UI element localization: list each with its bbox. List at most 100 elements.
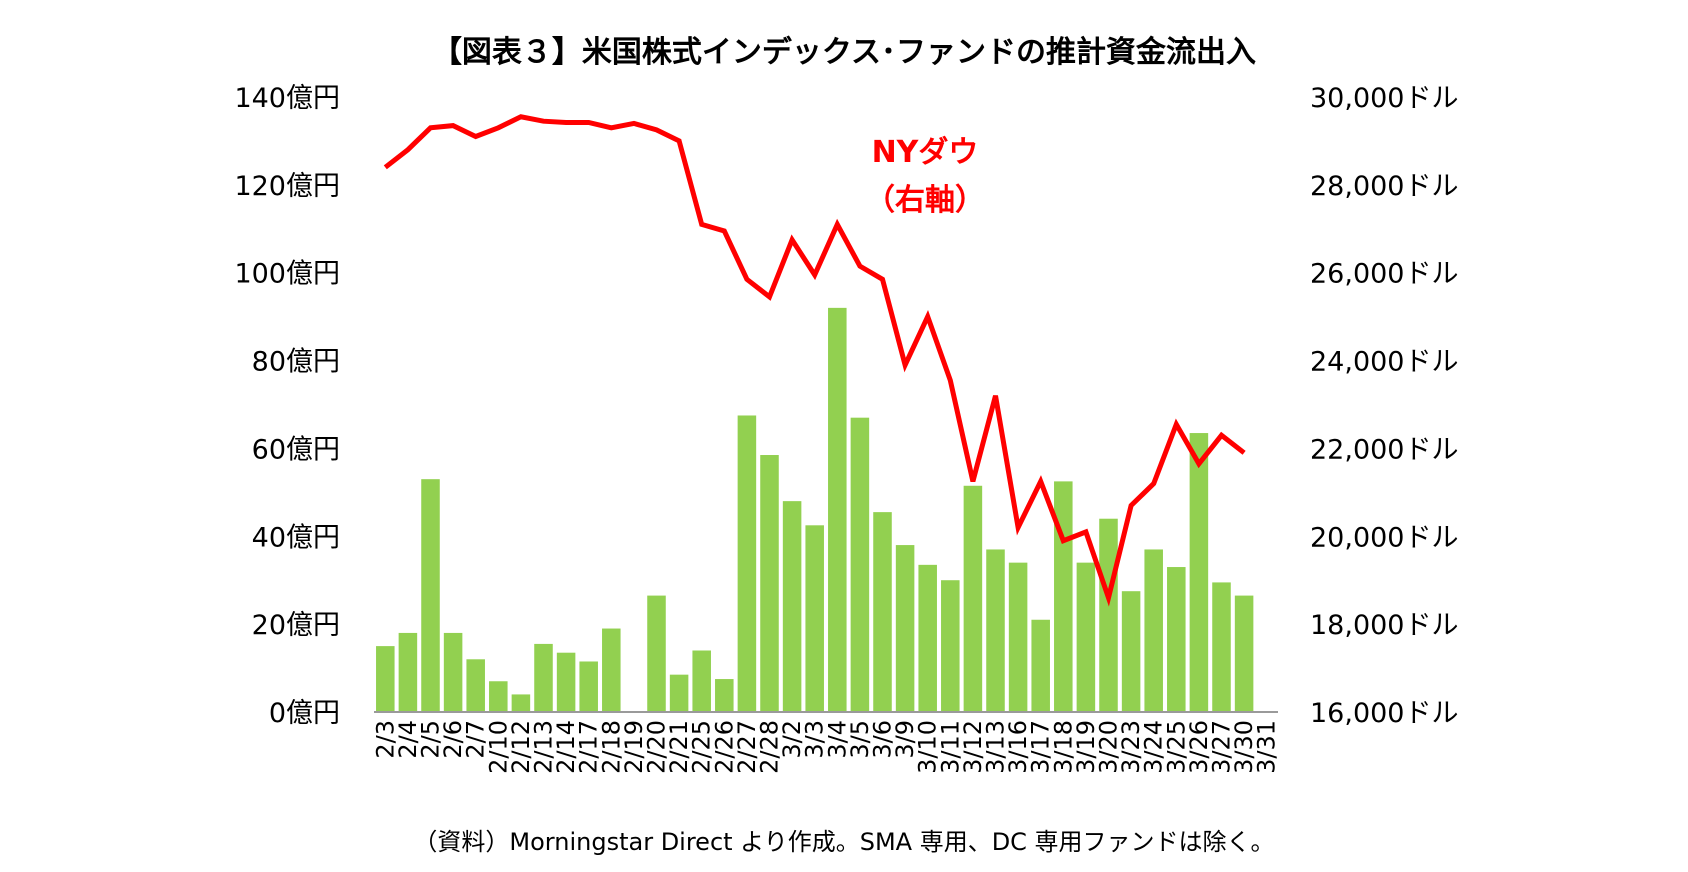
x-tick-label: 3/10: [914, 720, 942, 774]
x-tick-label: 2/27: [733, 720, 761, 774]
bar: [489, 681, 508, 712]
x-tick-label: 3/19: [1072, 720, 1100, 774]
x-tick-label: 3/16: [1004, 720, 1032, 774]
bar: [1144, 549, 1163, 712]
x-tick-label: 3/2: [778, 720, 806, 759]
x-tick-label: 2/4: [394, 720, 422, 759]
bar: [963, 485, 983, 712]
right-tick-label: 28,000ドル: [1310, 171, 1458, 202]
x-tick-label: 2/10: [484, 720, 512, 774]
x-tick-label: 3/25: [1162, 720, 1190, 774]
ny-dow-line: [383, 114, 1246, 607]
bar: [805, 525, 824, 712]
bar: [421, 479, 440, 712]
left-tick-label: 40億円: [252, 522, 340, 553]
x-tick-label: 3/30: [1230, 720, 1258, 774]
bar: [1031, 619, 1050, 712]
bar: [760, 455, 779, 712]
x-tick-label: 2/13: [530, 720, 558, 774]
bar: [918, 564, 937, 712]
right-tick-label: 24,000ドル: [1310, 347, 1458, 378]
x-tick-label: 3/20: [1095, 720, 1123, 774]
right-tick-label: 30,000ドル: [1310, 83, 1458, 114]
bar: [692, 650, 711, 712]
bar: [1008, 562, 1028, 712]
bar: [828, 307, 847, 712]
left-tick-label: 140億円: [234, 83, 340, 114]
bar: [737, 415, 757, 712]
left-tick-label: 100億円: [234, 259, 340, 290]
x-tick-label: 2/20: [643, 720, 671, 774]
x-tick-label: 3/12: [959, 720, 987, 774]
bar: [895, 545, 915, 712]
x-tick-label: 2/3: [371, 720, 399, 759]
source-note: （資料）Morningstar Direct より作成。SMA 専用、DC 専用…: [413, 828, 1274, 856]
x-axis: 2/32/42/52/62/72/102/122/132/142/172/182…: [371, 720, 1280, 774]
x-tick-label: 2/18: [597, 720, 625, 774]
x-tick-label: 3/18: [1049, 720, 1077, 774]
bar: [1054, 481, 1073, 712]
left-tick-label: 60億円: [252, 434, 340, 465]
bar: [579, 661, 598, 712]
line-annotation-name: NYダウ: [872, 135, 979, 170]
left-tick-label: 0億円: [269, 698, 340, 729]
left-tick-label: 20億円: [252, 610, 340, 641]
chart-title: 【図表３】米国株式インデックス･ファンドの推計資金流出入: [432, 35, 1256, 70]
x-tick-label: 2/17: [575, 720, 603, 774]
x-tick-label: 3/13: [982, 720, 1010, 774]
right-axis: 16,000ドル 18,000ドル 20,000ドル 22,000ドル 24,000ドル…: [1310, 83, 1458, 729]
x-tick-label: 3/11: [936, 720, 964, 774]
x-tick-label: 3/17: [1027, 720, 1055, 774]
bar: [602, 628, 621, 712]
x-tick-label: 3/3: [801, 720, 829, 759]
line-annotation-axis: （右軸）: [865, 183, 985, 218]
bar: [647, 595, 666, 712]
bar: [556, 652, 576, 712]
x-tick-label: 3/24: [1140, 720, 1168, 774]
bar: [1121, 591, 1141, 712]
x-tick-label: 2/21: [665, 720, 693, 774]
bar: [873, 512, 892, 712]
bar: [1212, 582, 1231, 712]
bar: [850, 417, 870, 712]
x-tick-label: 3/26: [1185, 720, 1213, 774]
right-tick-label: 18,000ドル: [1310, 610, 1458, 641]
x-tick-label: 3/6: [869, 720, 897, 759]
right-tick-label: 16,000ドル: [1310, 698, 1458, 729]
right-tick-label: 22,000ドル: [1310, 434, 1458, 465]
bar: [534, 643, 553, 712]
x-tick-label: 3/27: [1208, 720, 1236, 774]
bar: [376, 646, 395, 712]
bar: [1234, 595, 1254, 712]
x-tick-label: 3/5: [846, 720, 874, 759]
x-tick-label: 3/4: [823, 720, 851, 759]
left-tick-label: 80億円: [252, 347, 340, 378]
bar: [986, 549, 1005, 712]
x-tick-label: 2/6: [439, 720, 467, 759]
right-tick-label: 26,000ドル: [1310, 259, 1458, 290]
x-tick-label: 3/31: [1253, 720, 1281, 774]
left-tick-label: 120億円: [234, 171, 340, 202]
x-tick-label: 2/12: [507, 720, 535, 774]
bar: [443, 632, 463, 712]
bar: [782, 501, 802, 712]
bar: [398, 632, 418, 712]
bar: [1167, 567, 1186, 712]
bar: [941, 580, 960, 712]
bar: [1076, 562, 1096, 712]
x-tick-label: 2/26: [710, 720, 738, 774]
x-tick-label: 2/5: [417, 720, 445, 759]
bar: [669, 674, 689, 712]
bar: [466, 659, 485, 712]
right-tick-label: 20,000ドル: [1310, 522, 1458, 553]
x-tick-label: 2/14: [552, 720, 580, 774]
bar-series: [376, 307, 1254, 712]
bar: [1189, 433, 1209, 712]
left-axis: 0億円 20億円 40億円 60億円 80億円 100億円 120億円 140億円: [234, 83, 340, 729]
bar: [1099, 518, 1118, 712]
x-tick-label: 2/25: [688, 720, 716, 774]
bar: [715, 679, 734, 712]
x-tick-label: 2/28: [756, 720, 784, 774]
line-series: [383, 114, 1246, 607]
